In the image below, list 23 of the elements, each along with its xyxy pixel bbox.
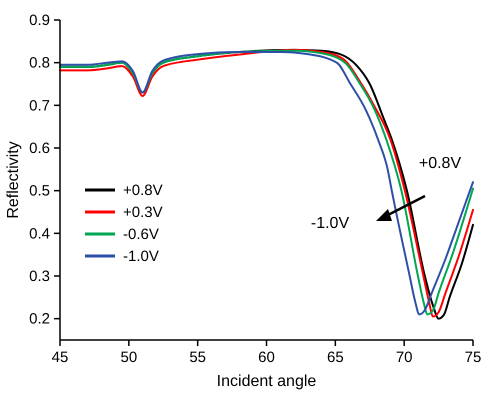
x-tick-label: 60 bbox=[258, 349, 275, 366]
legend-label: +0.8V bbox=[123, 182, 163, 199]
x-tick-label: 45 bbox=[52, 349, 68, 366]
legend-label: -1.0V bbox=[123, 248, 159, 265]
y-tick-label: 0.5 bbox=[29, 182, 50, 200]
y-axis-title: Reflectivity bbox=[5, 141, 22, 219]
annotation: -1.0V bbox=[310, 215, 350, 232]
y-tick-label: 0.2 bbox=[29, 310, 50, 328]
annotation: +0.8V bbox=[418, 155, 462, 172]
legend-label: -0.6V bbox=[123, 226, 159, 243]
y-tick-label: 0.6 bbox=[29, 140, 50, 157]
x-tick-label: 55 bbox=[189, 349, 206, 366]
x-tick-label: 65 bbox=[326, 349, 344, 366]
x-tick-label: 50 bbox=[120, 349, 138, 366]
y-tick-label: 0.3 bbox=[29, 268, 50, 285]
x-tick-label: 70 bbox=[396, 349, 413, 366]
y-tick-label: 0.9 bbox=[29, 12, 50, 29]
y-tick-label: 0.7 bbox=[29, 97, 50, 114]
legend-label: +0.3V bbox=[123, 204, 163, 221]
y-tick-label: 0.8 bbox=[29, 54, 50, 72]
x-axis-title: Incident angle bbox=[216, 373, 316, 390]
x-tick-label: 75 bbox=[464, 349, 482, 366]
y-tick-label: 0.4 bbox=[29, 225, 50, 242]
